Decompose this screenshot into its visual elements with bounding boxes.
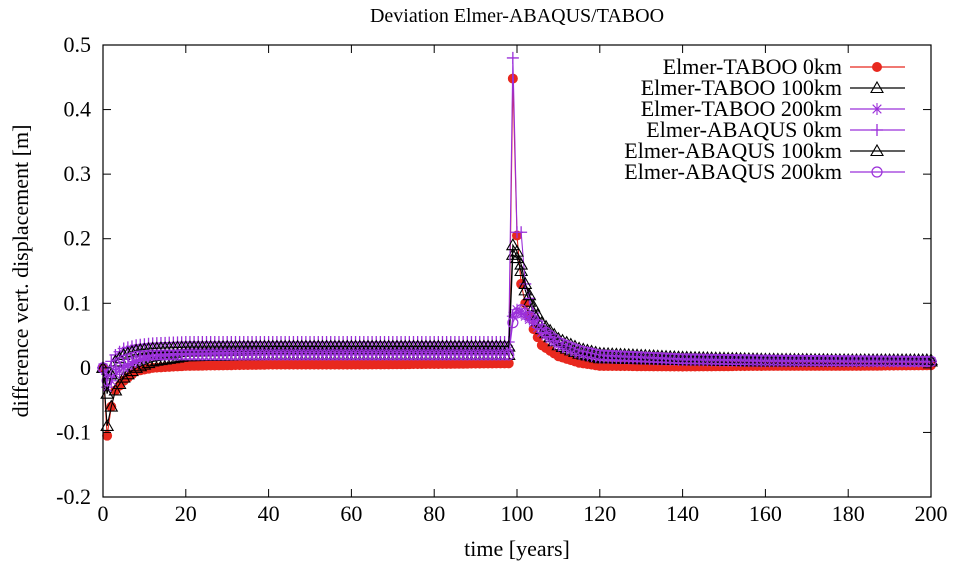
data-point bbox=[871, 82, 883, 93]
y-tick-label: 0.3 bbox=[64, 161, 92, 186]
data-point bbox=[871, 103, 883, 115]
x-tick-label: 40 bbox=[258, 501, 280, 526]
y-tick-label: 0.1 bbox=[64, 290, 92, 315]
chart-title: Deviation Elmer-ABAQUS/TABOO bbox=[370, 5, 664, 27]
legend-label: Elmer-ABAQUS 200km bbox=[624, 159, 842, 184]
y-tick-label: 0.2 bbox=[64, 226, 92, 251]
x-tick-label: 80 bbox=[423, 501, 445, 526]
data-point bbox=[507, 52, 519, 64]
x-tick-label: 180 bbox=[832, 501, 865, 526]
legend: Elmer-TABOO 0kmElmer-TABOO 100kmElmer-TA… bbox=[624, 54, 905, 184]
x-tick-label: 200 bbox=[915, 501, 948, 526]
y-tick-label: -0.1 bbox=[56, 419, 91, 444]
x-tick-label: 60 bbox=[340, 501, 362, 526]
y-tick-label: 0.4 bbox=[64, 97, 92, 122]
y-tick-label: 0.5 bbox=[64, 32, 92, 57]
data-point bbox=[873, 63, 882, 72]
y-tick-label: 0 bbox=[80, 355, 91, 380]
x-tick-label: 0 bbox=[98, 501, 109, 526]
x-tick-label: 140 bbox=[666, 501, 699, 526]
y-axis-label: difference vert. displacement [m] bbox=[8, 125, 33, 418]
x-tick-label: 20 bbox=[175, 501, 197, 526]
data-point bbox=[871, 124, 883, 136]
y-tick-label: -0.2 bbox=[56, 484, 91, 509]
x-axis-label: time [years] bbox=[464, 536, 570, 561]
x-tick-label: 100 bbox=[501, 501, 534, 526]
x-tick-label: 160 bbox=[749, 501, 782, 526]
x-tick-label: 120 bbox=[583, 501, 616, 526]
data-point bbox=[871, 145, 883, 156]
